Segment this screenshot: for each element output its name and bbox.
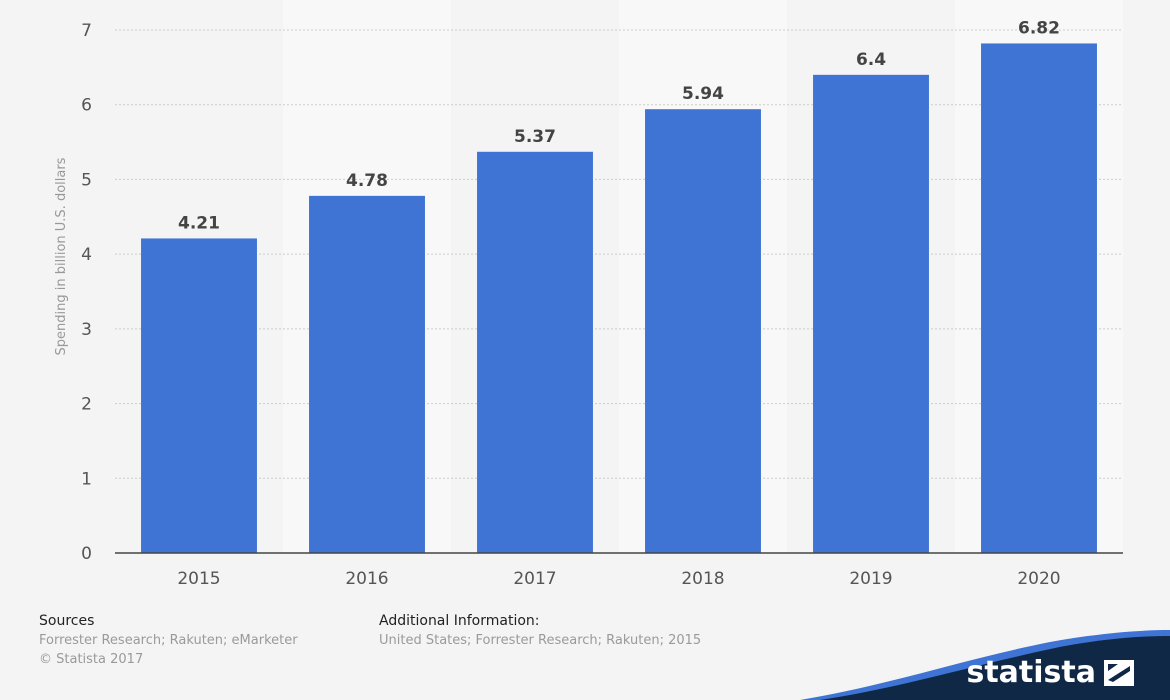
bar-value-label: 4.21 <box>178 213 220 233</box>
statista-wordmark: statista <box>966 655 1096 690</box>
y-axis-label: Spending in billion U.S. dollars <box>54 157 69 355</box>
copyright: © Statista 2017 <box>39 652 144 667</box>
x-axis-ticks: 2015 2016 2017 2018 2019 2020 <box>177 569 1060 589</box>
y-tick-label: 7 <box>81 21 92 41</box>
additional-info-text: United States; Forrester Research; Rakut… <box>379 633 702 648</box>
x-tick-label: 2017 <box>513 569 556 589</box>
bar-2019[interactable] <box>813 74 929 553</box>
additional-info-heading: Additional Information: <box>379 613 540 629</box>
y-tick-label: 5 <box>81 170 92 190</box>
statista-logo-icon <box>1104 659 1134 686</box>
x-tick-label: 2015 <box>177 569 220 589</box>
bar-value-label: 5.37 <box>514 127 556 147</box>
bar-value-label: 5.94 <box>682 84 724 104</box>
x-tick-label: 2020 <box>1017 569 1060 589</box>
sources-block: Sources Forrester Research; Rakuten; eMa… <box>39 612 298 669</box>
y-axis-ticks: 0 1 2 3 4 5 6 7 <box>81 21 92 564</box>
y-tick-label: 4 <box>81 245 92 265</box>
gridlines <box>115 29 1123 479</box>
bar-2017[interactable] <box>477 151 593 553</box>
x-tick-label: 2016 <box>345 569 388 589</box>
footer: Sources Forrester Research; Rakuten; eMa… <box>0 600 1170 700</box>
y-tick-label: 6 <box>81 96 92 116</box>
sources-heading: Sources <box>39 613 95 629</box>
column-bands <box>115 0 1123 553</box>
bar-value-label: 6.4 <box>856 50 886 70</box>
x-tick-label: 2019 <box>849 569 892 589</box>
bar-2018[interactable] <box>645 109 761 553</box>
sources-list: Forrester Research; Rakuten; eMarketer <box>39 633 298 648</box>
statista-logo[interactable]: statista <box>966 655 1134 690</box>
additional-info-block: Additional Information: United States; F… <box>379 612 701 650</box>
y-tick-label: 0 <box>81 544 92 564</box>
x-tick-label: 2018 <box>681 569 724 589</box>
bar-value-label: 6.82 <box>1018 18 1060 38</box>
bar-2016[interactable] <box>309 195 425 553</box>
bar-2020[interactable] <box>981 43 1097 553</box>
y-tick-label: 3 <box>81 320 92 340</box>
y-tick-label: 2 <box>81 395 92 415</box>
y-tick-label: 1 <box>81 469 92 489</box>
bar-value-label: 4.78 <box>346 171 388 191</box>
bar-2015[interactable] <box>141 238 257 553</box>
bar-value-labels: 4.21 4.78 5.37 5.94 6.4 6.82 <box>178 18 1060 233</box>
bars <box>141 43 1097 553</box>
brand-wave <box>800 630 1170 700</box>
